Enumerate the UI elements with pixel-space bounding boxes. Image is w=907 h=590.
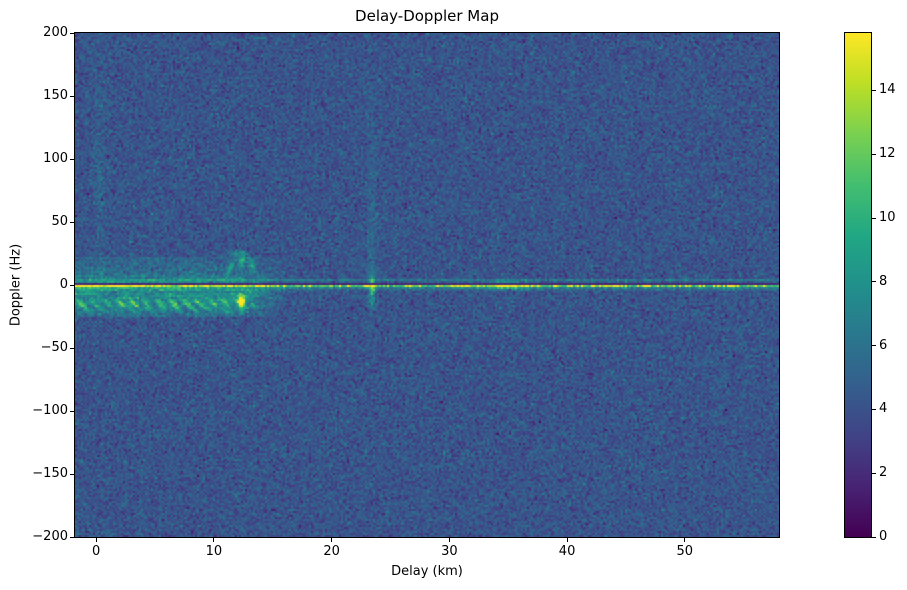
colorbar-tick [872, 153, 876, 155]
y-tick [70, 284, 74, 286]
colorbar-tick-label: 14 [879, 82, 896, 98]
x-tick [448, 538, 450, 542]
y-tick [70, 347, 74, 349]
colorbar-tick [872, 472, 876, 474]
colorbar-tick [872, 217, 876, 219]
x-tick-label: 50 [676, 544, 694, 559]
colorbar-tick-label: 10 [879, 210, 896, 225]
y-tick [70, 473, 74, 475]
y-axis-label: Doppler (Hz) [8, 243, 24, 327]
x-tick-label: 0 [92, 544, 101, 559]
colorbar-tick-label: 8 [879, 273, 888, 289]
x-tick-label: 10 [205, 544, 223, 559]
x-tick [566, 538, 568, 542]
y-tick [70, 95, 74, 97]
x-tick-label: 30 [441, 544, 458, 559]
y-tick [70, 536, 74, 538]
y-tick-label: −150 [32, 466, 68, 481]
colorbar-tick [872, 89, 876, 91]
y-tick-label: −100 [32, 403, 68, 418]
y-tick [70, 32, 74, 34]
x-axis-label: Delay (km) [391, 564, 463, 579]
x-tick [95, 538, 97, 542]
x-tick-label: 40 [558, 544, 576, 559]
y-tick-label: 150 [43, 88, 68, 103]
y-tick-label: 100 [43, 151, 68, 166]
chart-title: Delay-Doppler Map [355, 7, 499, 25]
y-tick-label: 0 [59, 277, 68, 292]
y-tick-label: 200 [43, 25, 68, 40]
y-tick-label: −50 [40, 340, 68, 355]
y-tick [70, 410, 74, 412]
colorbar-tick [872, 345, 876, 347]
y-tick [70, 221, 74, 223]
x-tick [331, 538, 333, 542]
x-tick [213, 538, 215, 542]
colorbar-tick-label: 2 [879, 465, 888, 481]
colorbar-tick-label: 0 [879, 529, 888, 544]
heatmap-canvas [74, 32, 780, 538]
x-tick-label: 20 [323, 544, 340, 559]
colorbar-tick-label: 12 [879, 146, 896, 162]
colorbar-tick [872, 281, 876, 283]
y-tick [70, 158, 74, 160]
x-tick [684, 538, 686, 542]
colorbar-tick-label: 4 [879, 401, 888, 417]
colorbar-tick [872, 408, 876, 410]
y-tick-label: −200 [32, 529, 68, 544]
colorbar-tick-label: 6 [879, 337, 888, 353]
colorbar-tick [872, 536, 876, 538]
y-tick-label: 50 [51, 214, 68, 229]
colorbar [844, 32, 872, 538]
